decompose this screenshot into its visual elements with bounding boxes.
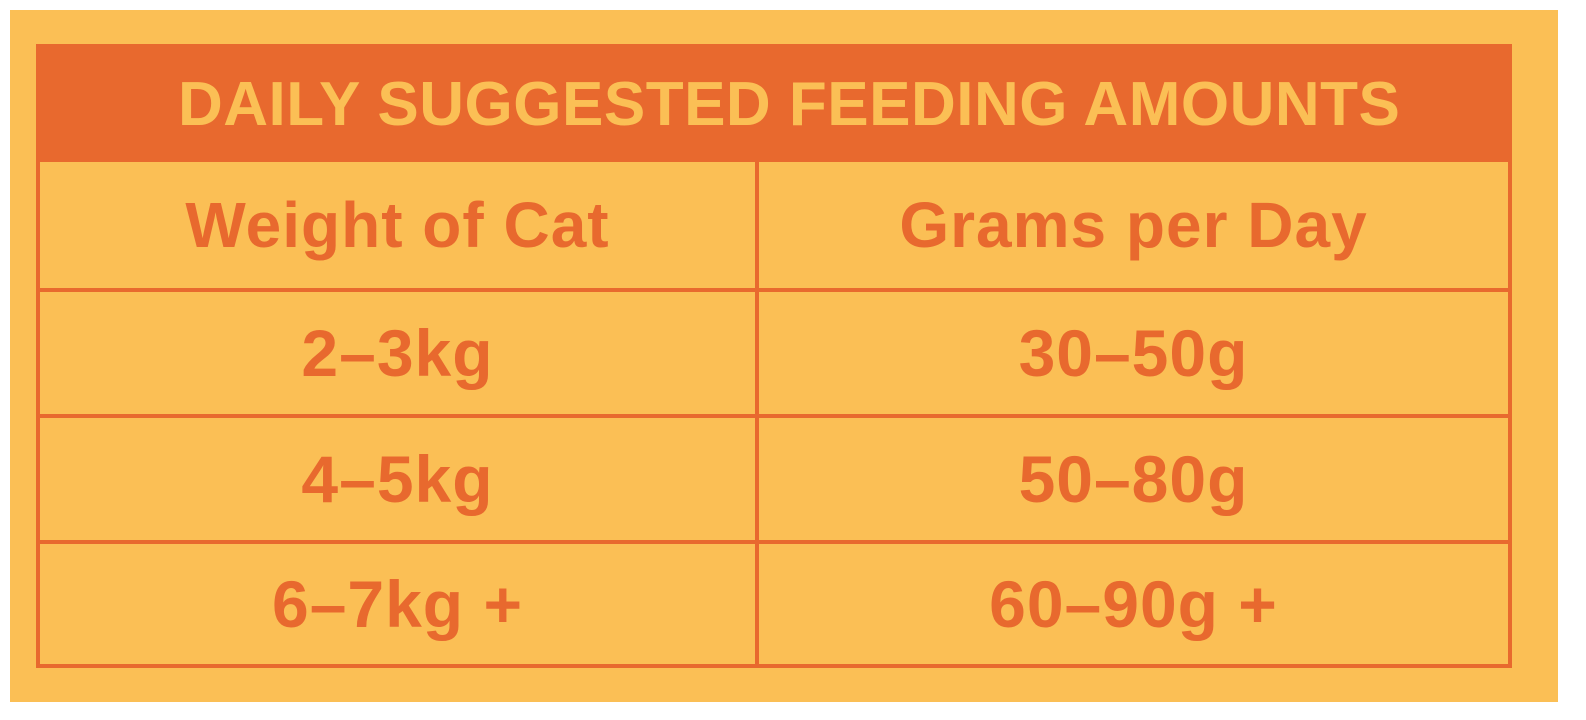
grams-cell: 60–90g + (989, 567, 1278, 641)
weight-cell: 6–7kg + (271, 567, 524, 641)
table-row: 4–5kg 50–80g (40, 414, 1508, 540)
weight-cell: 2–3kg (301, 316, 494, 390)
column-header-grams: Grams per Day (899, 189, 1368, 261)
column-header-weight: Weight of Cat (185, 189, 610, 261)
title-bar: DAILY SUGGESTED FEEDING AMOUNTS (40, 48, 1508, 162)
grams-cell: 30–50g (1018, 316, 1249, 390)
weight-cell: 4–5kg (301, 442, 494, 516)
table-row: 6–7kg + 60–90g + (40, 540, 1508, 664)
table-row: 2–3kg 30–50g (40, 288, 1508, 414)
header-row: Weight of Cat Grams per Day (40, 162, 1508, 288)
grams-cell: 50–80g (1018, 442, 1249, 516)
table-title: DAILY SUGGESTED FEEDING AMOUNTS (178, 70, 1401, 139)
feeding-chart-panel: DAILY SUGGESTED FEEDING AMOUNTS Weight o… (10, 10, 1558, 702)
column-divider (755, 162, 759, 664)
feeding-table: DAILY SUGGESTED FEEDING AMOUNTS Weight o… (36, 44, 1512, 668)
